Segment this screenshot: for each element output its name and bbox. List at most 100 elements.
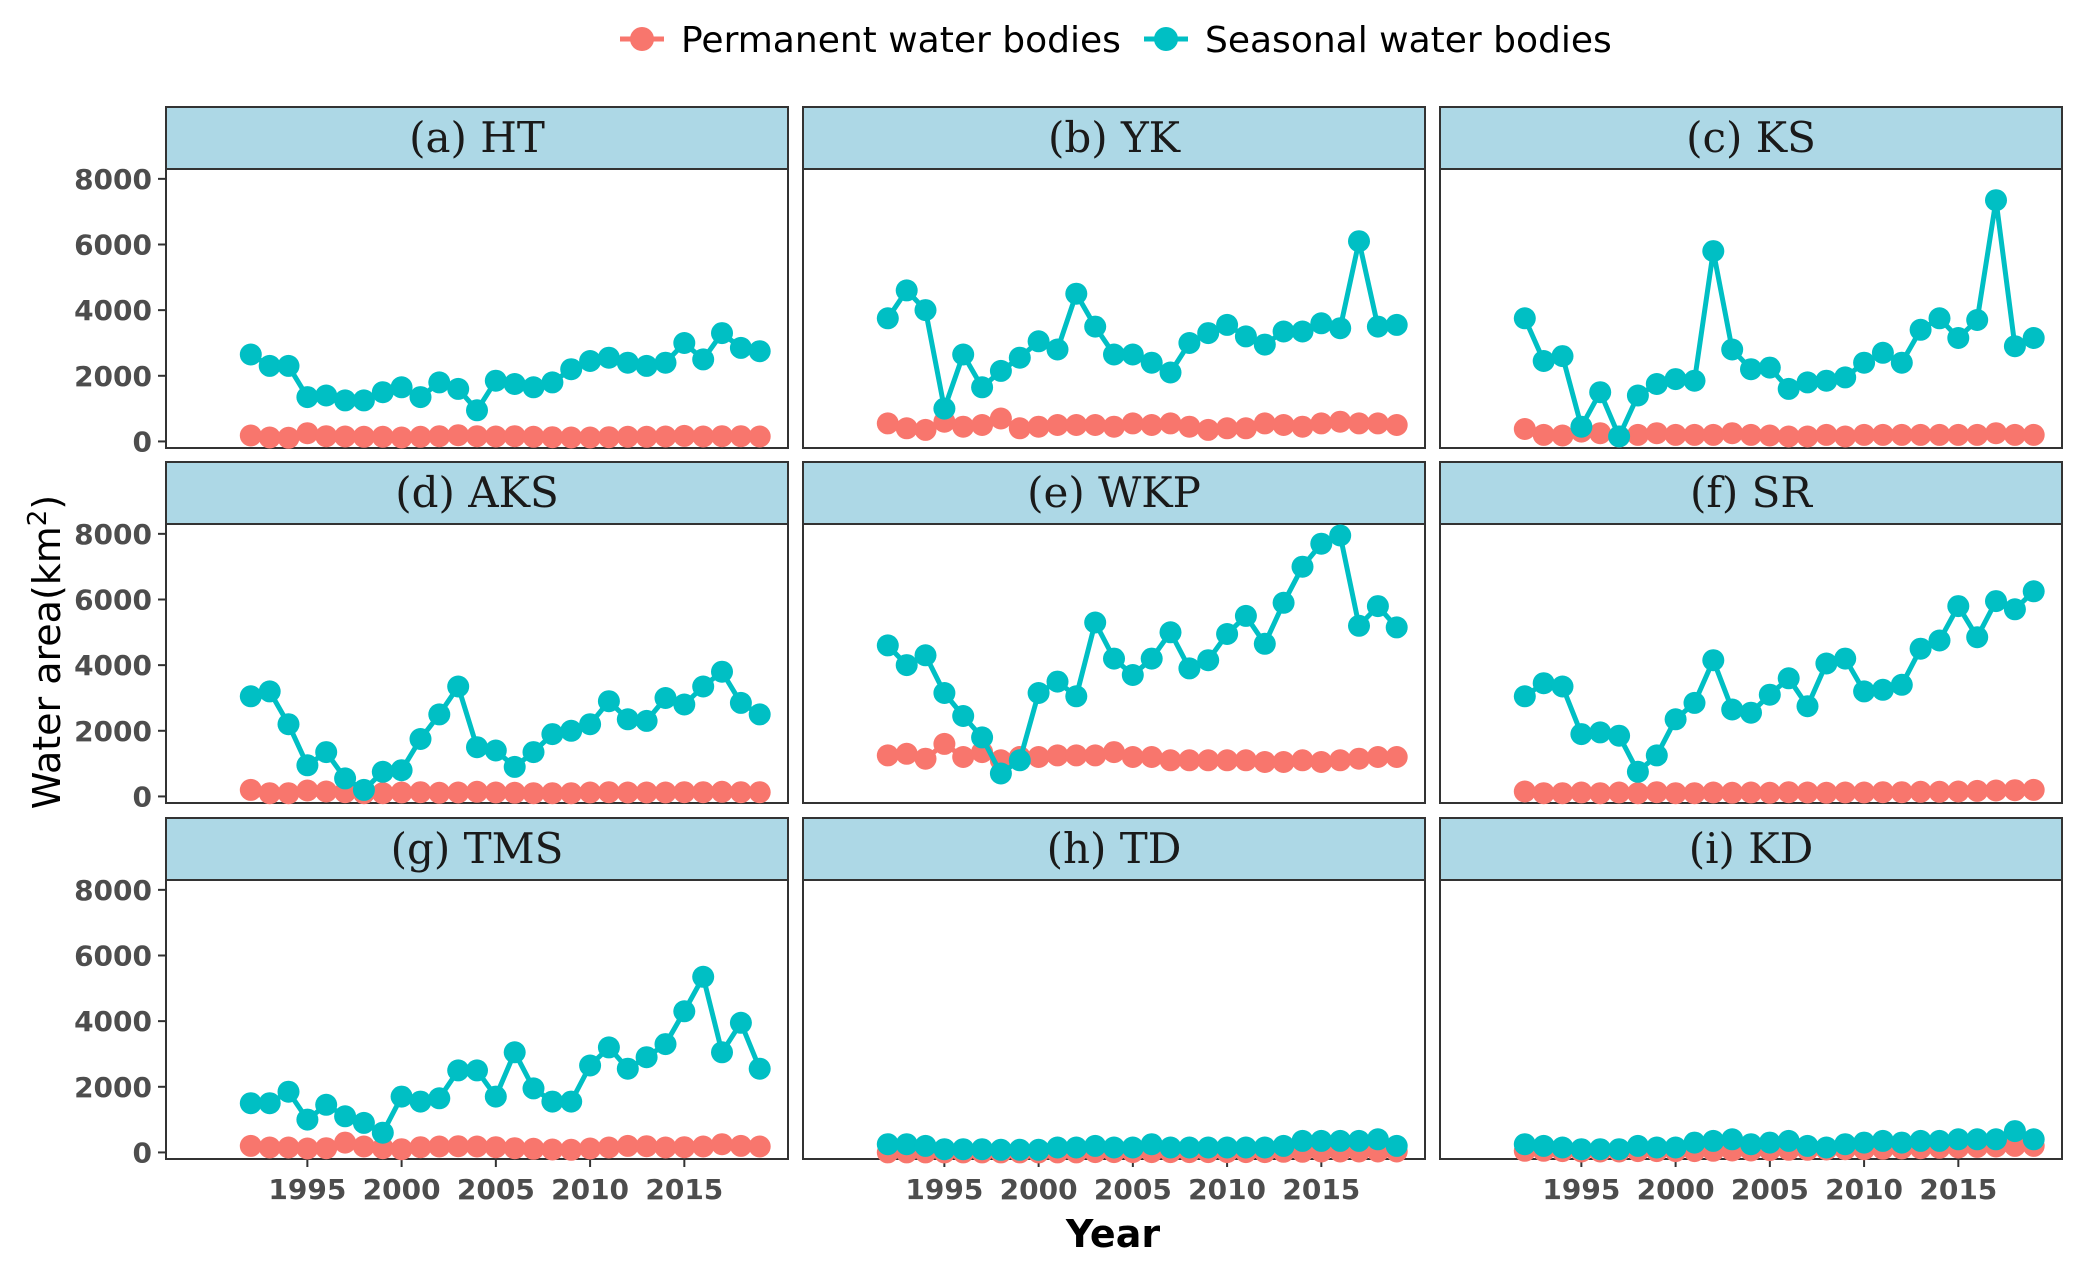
- permanent-point: [2022, 423, 2045, 446]
- panel-plot-area: [802, 879, 1426, 1160]
- permanent-point: [1758, 424, 1781, 447]
- seasonal-point: [1253, 1136, 1276, 1159]
- permanent-point: [1928, 780, 1951, 803]
- y-tick-label: 8000: [74, 518, 152, 551]
- seasonal-line: [885, 533, 1399, 776]
- permanent-point: [428, 781, 451, 804]
- seasonal-point: [654, 687, 677, 709]
- seasonal-point: [1815, 1136, 1838, 1159]
- seasonal-point: [1027, 330, 1050, 353]
- seasonal-point: [1890, 351, 1913, 374]
- seasonal-point: [2003, 1120, 2026, 1143]
- permanent-point: [1348, 747, 1370, 770]
- seasonal-point: [1046, 338, 1069, 361]
- seasonal-point: [447, 377, 470, 400]
- panel-title: (h) TD: [1047, 824, 1182, 873]
- y-axis-title-superscript: 2: [23, 510, 53, 527]
- permanent-point: [296, 1137, 319, 1160]
- seasonal-point: [971, 1138, 994, 1161]
- seasonal-point: [1008, 346, 1031, 369]
- seasonal-point: [2022, 327, 2045, 349]
- seasonal-point: [428, 1087, 451, 1110]
- seasonal-point: [334, 1105, 357, 1128]
- seasonal-point: [1140, 351, 1163, 374]
- seasonal-point: [1532, 1134, 1555, 1157]
- seasonal-point: [895, 1133, 918, 1156]
- seasonal-point: [1740, 358, 1762, 381]
- seasonal-point: [748, 703, 771, 726]
- permanent-point: [1758, 781, 1781, 804]
- permanent-point: [522, 1137, 545, 1160]
- seasonal-point: [277, 713, 300, 736]
- permanent-point: [2003, 779, 2026, 802]
- permanent-point: [1702, 781, 1725, 804]
- permanent-point: [1608, 781, 1631, 804]
- seasonal-point: [1197, 1136, 1220, 1159]
- seasonal-point: [1140, 1133, 1163, 1156]
- permanent-point: [239, 424, 262, 447]
- seasonal-point: [296, 1108, 319, 1131]
- seasonal-point: [616, 1057, 639, 1080]
- seasonal-point: [989, 1138, 1012, 1161]
- x-tick-label: 2015: [1282, 1173, 1360, 1206]
- seasonal-point: [1815, 652, 1838, 675]
- seasonal-point: [239, 343, 262, 366]
- seasonal-point: [654, 351, 677, 374]
- seasonal-point: [371, 1121, 394, 1144]
- permanent-point: [2003, 423, 2026, 446]
- permanent-point: [541, 782, 564, 805]
- permanent-point: [1947, 780, 1970, 803]
- seasonal-point: [1178, 332, 1201, 354]
- panel-4: (d) AKS 0 2000 4000 6000 8000: [74, 461, 789, 813]
- permanent-point: [1234, 749, 1257, 772]
- seasonal-point: [1065, 282, 1088, 305]
- permanent-point: [876, 412, 899, 435]
- permanent-point: [522, 425, 545, 448]
- permanent-point: [729, 781, 752, 804]
- seasonal-point: [1329, 524, 1352, 547]
- permanent-point: [1966, 423, 1989, 446]
- seasonal-point: [1329, 317, 1352, 340]
- x-tick-label: 2005: [1094, 1173, 1172, 1206]
- permanent-point: [748, 781, 771, 804]
- seasonal-point: [1721, 698, 1744, 721]
- seasonal-point: [876, 1133, 899, 1156]
- seasonal-point: [560, 358, 583, 381]
- legend-label: Seasonal water bodies: [1205, 20, 1612, 61]
- seasonal-point: [1027, 1138, 1050, 1161]
- seasonal-point: [711, 660, 733, 683]
- permanent-point: [692, 781, 715, 804]
- permanent-point: [1027, 746, 1050, 768]
- seasonal-point: [258, 1092, 281, 1115]
- seasonal-point: [1985, 1128, 2007, 1151]
- permanent-point: [1890, 423, 1913, 446]
- seasonal-point: [1121, 1136, 1144, 1159]
- seasonal-point: [876, 307, 899, 330]
- seasonal-point: [541, 723, 564, 746]
- y-tick-label: 6000: [74, 583, 152, 616]
- seasonal-point: [971, 376, 994, 399]
- permanent-point: [466, 425, 488, 448]
- panel-9: (i) KD 1995 2000 2005 2010 2015: [1439, 817, 2063, 1206]
- x-tick-label: 2000: [363, 1173, 441, 1206]
- y-tick-label: 2000: [74, 715, 152, 748]
- seasonal-point: [522, 741, 545, 764]
- seasonal-point: [1385, 1134, 1408, 1157]
- seasonal-point: [1589, 381, 1612, 404]
- permanent-point: [1834, 781, 1857, 804]
- permanent-point: [692, 1135, 715, 1158]
- seasonal-point: [579, 1054, 602, 1077]
- panel-strip: [165, 106, 789, 170]
- seasonal-point: [692, 675, 715, 698]
- seasonal-point: [1985, 189, 2007, 212]
- seasonal-point: [1966, 309, 1989, 331]
- seasonal-point: [1513, 307, 1536, 330]
- seasonal-point: [1664, 708, 1687, 731]
- seasonal-point: [1513, 685, 1536, 708]
- permanent-point: [1272, 414, 1295, 436]
- x-tick-label: 2000: [1000, 1173, 1078, 1206]
- permanent-point: [541, 1138, 564, 1161]
- seasonal-point: [1702, 649, 1725, 672]
- permanent-point: [2022, 778, 2045, 801]
- permanent-point: [352, 1135, 375, 1158]
